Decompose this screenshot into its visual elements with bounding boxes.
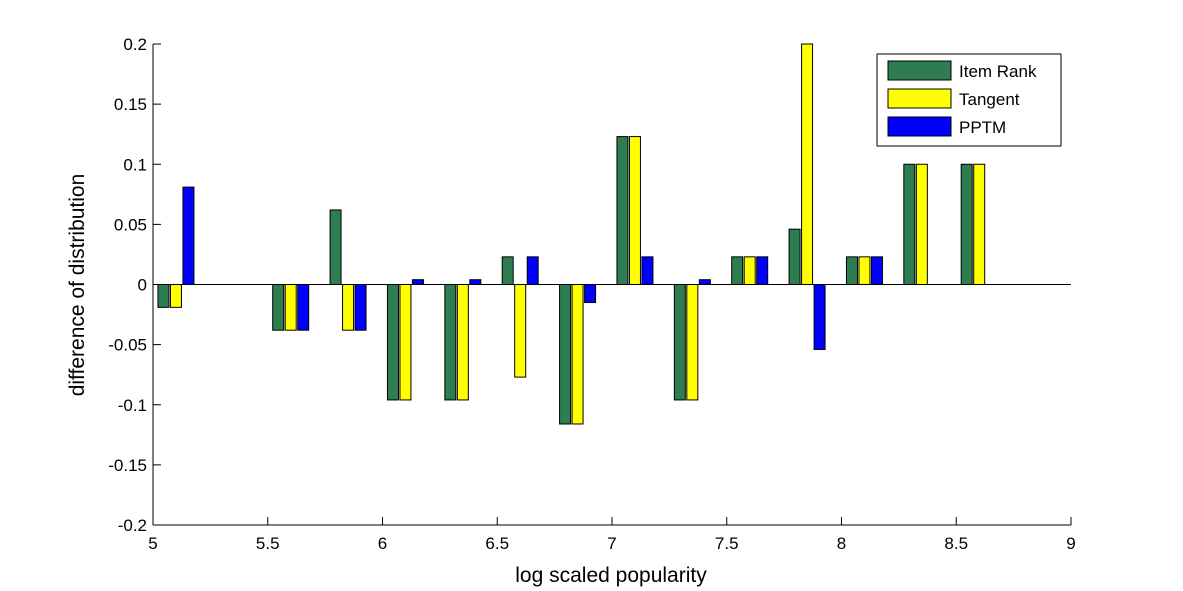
legend-swatch: [887, 116, 952, 137]
x-tick-label: 8: [837, 534, 846, 553]
y-axis-label: difference of distribution: [66, 174, 89, 397]
bar-tangent: [514, 284, 527, 378]
y-tick-label: -0.15: [108, 456, 147, 475]
legend-label: PPTM: [959, 118, 1006, 137]
bar-item-rank: [386, 284, 399, 401]
x-tick-label: 9: [1066, 534, 1075, 553]
bar-tangent: [284, 284, 297, 331]
bar-item-rank: [616, 136, 629, 285]
x-tick-label: 8.5: [944, 534, 968, 553]
bar-pptm: [756, 256, 769, 285]
y-tick-label: 0: [138, 276, 147, 295]
bar-pptm: [698, 279, 711, 286]
y-tick-label: 0.05: [114, 215, 147, 234]
x-tick-label: 6: [378, 534, 387, 553]
legend-label: Tangent: [959, 90, 1020, 109]
x-tick-label: 5.5: [256, 534, 280, 553]
bar-pptm: [469, 279, 482, 286]
bar-tangent: [801, 43, 814, 285]
bar-item-rank: [960, 163, 973, 285]
bar-item-rank: [903, 163, 916, 285]
x-axis-label: log scaled popularity: [515, 564, 707, 587]
bar-item-rank: [845, 256, 858, 285]
bar-pptm: [641, 256, 654, 285]
bar-pptm: [297, 284, 310, 331]
x-tick-label: 7: [607, 534, 616, 553]
bar-item-rank: [559, 284, 572, 425]
bar-pptm: [411, 279, 424, 286]
bar-pptm: [182, 186, 195, 285]
bar-item-rank: [673, 284, 686, 401]
y-tick-label: -0.05: [108, 336, 147, 355]
y-tick-label: 0.1: [123, 155, 147, 174]
bar-pptm: [870, 256, 883, 285]
y-tick-label: -0.1: [118, 396, 147, 415]
bar-pptm: [813, 284, 826, 350]
y-tick-label: 0.15: [114, 95, 147, 114]
bar-tangent: [456, 284, 469, 401]
bar-item-rank: [444, 284, 457, 401]
bar-item-rank: [788, 228, 801, 285]
bar-item-rank: [731, 256, 744, 285]
x-tick-label: 5: [148, 534, 157, 553]
y-tick-label: -0.2: [118, 516, 147, 535]
bar-tangent: [399, 284, 412, 401]
bar-tangent: [743, 256, 756, 285]
legend-swatch: [887, 60, 952, 81]
bar-tangent: [169, 284, 182, 308]
x-tick-label: 7.5: [715, 534, 739, 553]
bar-tangent: [686, 284, 699, 401]
legend: Item Rank Tangent PPTM: [876, 53, 1062, 147]
bar-item-rank: [157, 284, 170, 308]
bar-pptm: [584, 284, 597, 304]
bar-tangent: [858, 256, 871, 285]
bar-tangent: [628, 136, 641, 285]
bar-item-rank: [501, 256, 514, 285]
legend-label: Item Rank: [959, 62, 1037, 81]
bar-pptm: [526, 256, 539, 285]
bar-pptm: [354, 284, 367, 331]
ticks-layer: 5 5.5 6 6.5 7 7.5 8 8.5 9 -0.2 -0.15 -0.1 -0.05 0 0.05…: [108, 35, 1075, 553]
bar-item-rank: [329, 209, 342, 286]
bar-tangent: [342, 284, 355, 331]
y-tick-label: 0.2: [123, 35, 147, 54]
x-tick-label: 6.5: [485, 534, 509, 553]
bar-tangent: [973, 163, 986, 285]
bar-tangent: [571, 284, 584, 425]
bar-item-rank: [272, 284, 285, 331]
legend-swatch: [887, 88, 952, 109]
bar-tangent: [915, 163, 928, 285]
